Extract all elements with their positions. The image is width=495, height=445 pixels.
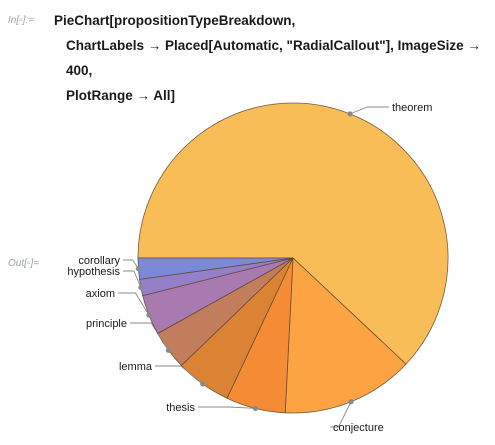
callout-dot-lemma [200, 381, 206, 387]
slice-label-axiom: axiom [86, 288, 115, 300]
callout-dot-principle [165, 347, 172, 353]
callout-line-conjecture [330, 401, 352, 428]
callout-dot-thesis [252, 405, 258, 411]
code-line-2: ChartLabels → Placed[Automatic, "RadialC… [66, 38, 481, 78]
code-line-3: PlotRange → All] [66, 88, 176, 103]
callout-line-hypothesis [123, 270, 142, 288]
slice-label-hypothesis: hypothesis [67, 266, 120, 278]
input-prompt-label: In[▫]:= [8, 15, 35, 26]
code-line-1: PieChart[propositionTypeBreakdown, [54, 13, 296, 28]
callout-dot-theorem [347, 111, 353, 117]
callout-dot-corollary [135, 266, 141, 272]
callout-line-principle [130, 322, 169, 351]
slice-label-conjecture: conjecture [333, 422, 384, 434]
callout-line-axiom [118, 292, 150, 316]
callout-line-lemma [155, 365, 203, 385]
output-prompt-label: Out[▫]= [8, 258, 40, 269]
callout-dot-axiom [146, 312, 152, 318]
callout-line-thesis [198, 406, 256, 409]
slice-label-principle: principle [86, 318, 127, 330]
callout-line-theorem [349, 106, 389, 115]
slice-label-lemma: lemma [119, 361, 153, 373]
callout-dot-hypothesis [138, 284, 144, 291]
callout-dot-conjecture [348, 399, 354, 405]
slice-label-corollary: corollary [78, 255, 120, 267]
code-input-cell[interactable]: PieChart[propositionTypeBreakdown, Chart… [54, 8, 495, 108]
slice-label-theorem: theorem [392, 102, 432, 114]
slice-label-thesis: thesis [166, 402, 195, 414]
callout-line-corollary [123, 259, 139, 269]
